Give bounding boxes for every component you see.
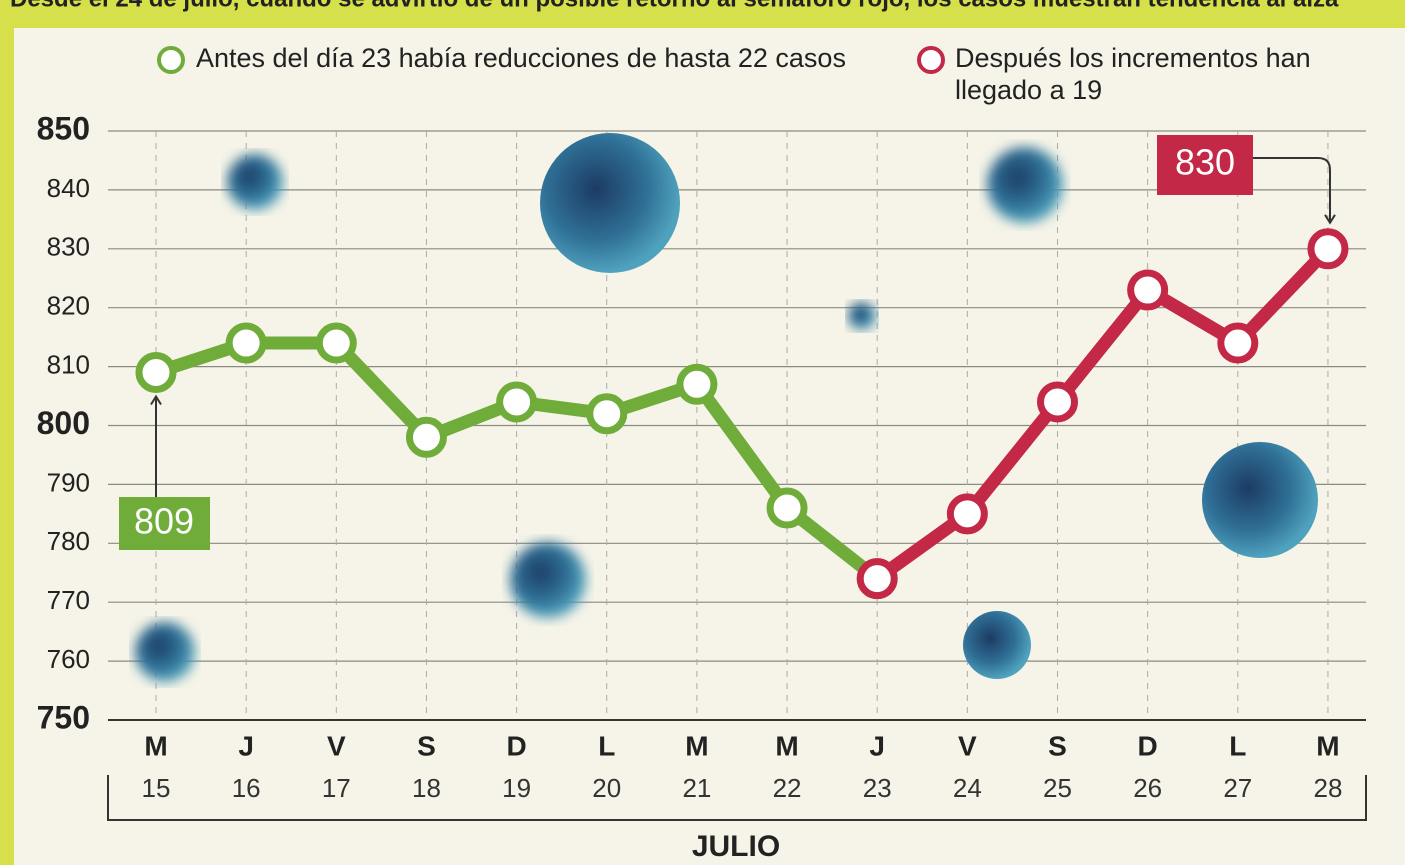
subtitle: Desde el 24 de julio, cuando se advirtió… <box>10 0 1339 12</box>
point <box>139 355 173 389</box>
legend-label-box: Después los incrementos han llegado a 19 <box>955 42 1315 112</box>
x-tick-label: J <box>238 730 254 761</box>
x-tick-label: 23 <box>863 773 892 803</box>
x-tick-label: S <box>417 730 436 761</box>
point <box>319 326 353 360</box>
x-tick-label: V <box>327 730 346 761</box>
x-tick-label: L <box>598 730 615 761</box>
x-axis-label: JULIO <box>692 830 780 863</box>
point <box>1311 232 1345 266</box>
x-tick-label: 28 <box>1313 773 1342 803</box>
x-tick-label: 27 <box>1223 773 1252 803</box>
y-tick-label: 770 <box>47 585 90 615</box>
point <box>409 420 443 454</box>
y-tick-label: 760 <box>47 644 90 674</box>
x-tick-label: D <box>1138 730 1158 761</box>
y-tick-label: 820 <box>47 291 90 321</box>
y-tick-label: 750 <box>37 699 90 735</box>
point <box>500 385 534 419</box>
x-tick-label: 24 <box>953 773 982 803</box>
y-tick-label: 800 <box>37 405 90 441</box>
y-tick-label: 850 <box>37 110 90 146</box>
x-tick-label: 16 <box>232 773 261 803</box>
y-tick-label: 830 <box>47 232 90 262</box>
y-tick-label: 840 <box>47 173 90 203</box>
legend-marker <box>159 48 183 72</box>
legend-label: Después los incrementos han llegado a 19 <box>955 42 1315 106</box>
x-tick-label: 25 <box>1043 773 1072 803</box>
point <box>680 367 714 401</box>
x-tick-label: M <box>144 730 167 761</box>
x-tick-label: 22 <box>773 773 802 803</box>
x-tick-label: 15 <box>142 773 171 803</box>
point <box>229 326 263 360</box>
x-tick-label: J <box>869 730 885 761</box>
callout-label: 809 <box>134 501 194 542</box>
y-tick-label: 810 <box>47 349 90 379</box>
legend-label: Antes del día 23 había reducciones de ha… <box>196 43 846 73</box>
legend-marker <box>919 48 943 72</box>
x-tick-label: M <box>685 730 708 761</box>
x-tick-label: 26 <box>1133 773 1162 803</box>
x-tick-label: M <box>1316 730 1339 761</box>
callout-label: 830 <box>1175 142 1235 183</box>
point <box>950 497 984 531</box>
y-tick-label: 790 <box>47 467 90 497</box>
x-tick-label: 21 <box>682 773 711 803</box>
x-tick-label: 19 <box>502 773 531 803</box>
x-tick-label: S <box>1048 730 1067 761</box>
x-tick-label: V <box>958 730 977 761</box>
x-tick-label: M <box>775 730 798 761</box>
point <box>770 491 804 525</box>
x-tick-label: 17 <box>322 773 351 803</box>
point <box>1221 326 1255 360</box>
point <box>1131 273 1165 307</box>
y-tick-label: 780 <box>47 526 90 556</box>
chart: Desde el 24 de julio, cuando se advirtió… <box>0 0 1405 865</box>
point <box>590 397 624 431</box>
point <box>860 562 894 596</box>
x-tick-label: D <box>506 730 526 761</box>
x-tick-label: L <box>1229 730 1246 761</box>
x-tick-label: 20 <box>592 773 621 803</box>
point <box>1041 385 1075 419</box>
x-tick-label: 18 <box>412 773 441 803</box>
